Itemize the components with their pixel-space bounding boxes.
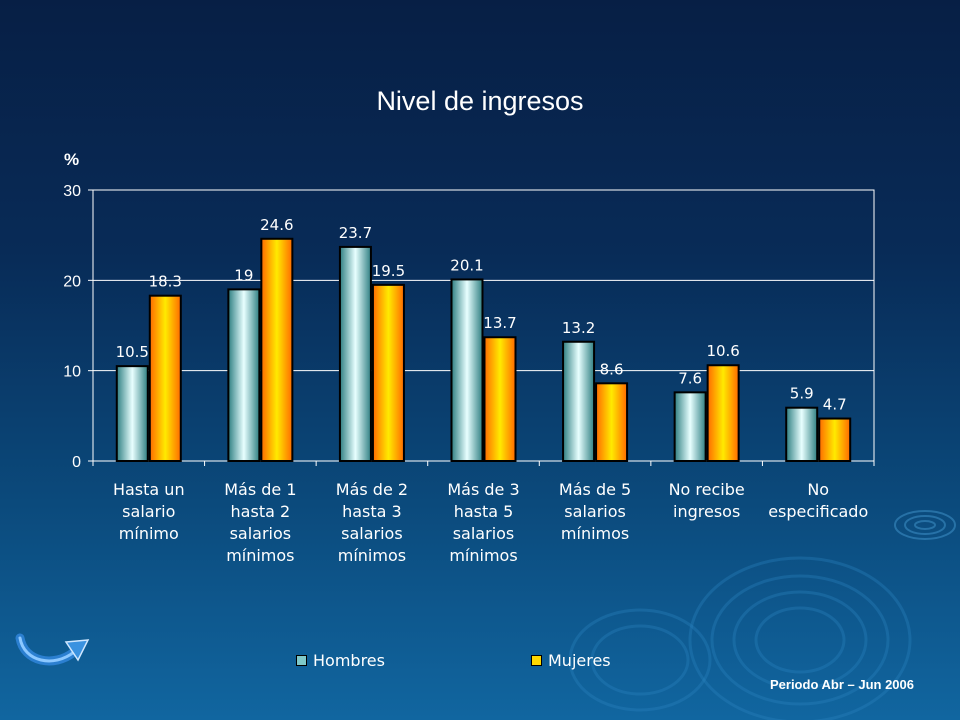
period-footer: Periodo Abr – Jun 2006 <box>769 677 914 692</box>
data-label-hombres-3: 20.1 <box>450 256 483 274</box>
x-tick-label: salario <box>122 502 175 521</box>
curved-arrow-icon[interactable] <box>14 632 94 672</box>
data-label-hombres-4: 13.2 <box>562 319 595 337</box>
x-tick-label: mínimos <box>449 546 517 565</box>
x-tick-label: hasta 5 <box>454 502 514 521</box>
legend-item-hombres: Hombres <box>296 651 385 670</box>
y-tick-label: 0 <box>72 454 81 471</box>
data-label-mujeres-6: 4.7 <box>823 396 847 414</box>
x-tick-label: hasta 2 <box>231 502 291 521</box>
x-tick-label: especificado <box>768 502 868 521</box>
x-tick-label: mínimos <box>338 546 406 565</box>
x-tick-label: mínimos <box>226 546 294 565</box>
x-tick-label: salarios <box>564 502 626 521</box>
bar-hombres-5 <box>673 391 707 463</box>
bar-mujeres-0 <box>148 294 182 462</box>
x-tick-label: hasta 3 <box>342 502 402 521</box>
data-label-mujeres-5: 10.6 <box>706 342 739 360</box>
bar-mujeres-1 <box>260 237 294 462</box>
bar-mujeres-5 <box>706 364 740 463</box>
x-tick-label: Más de 5 <box>559 480 631 499</box>
x-tick-label: Hasta un <box>113 480 185 499</box>
data-label-mujeres-4: 8.6 <box>600 360 624 378</box>
bar-mujeres-6 <box>818 417 852 462</box>
bar-hombres-0 <box>115 365 149 462</box>
x-tick-label: No <box>807 480 829 499</box>
x-tick-label: salarios <box>341 524 403 543</box>
x-tick-label: salarios <box>230 524 292 543</box>
x-tick-label: No recibe <box>669 480 745 499</box>
data-label-mujeres-3: 13.7 <box>483 314 516 332</box>
x-tick-label: Más de 1 <box>224 480 296 499</box>
x-tick-label: mínimos <box>561 524 629 543</box>
y-tick-label: 10 <box>63 364 81 381</box>
data-label-hombres-5: 7.6 <box>678 369 702 387</box>
bar-hombres-3 <box>450 278 484 462</box>
x-tick-label: ingresos <box>673 502 740 521</box>
legend-label-mujeres: Mujeres <box>548 651 611 670</box>
x-tick-label: salarios <box>453 524 515 543</box>
legend-item-mujeres: Mujeres <box>531 651 611 670</box>
y-tick-label: 20 <box>63 273 81 290</box>
x-tick-label: Más de 3 <box>447 480 519 499</box>
legend-swatch-mujeres <box>531 655 542 666</box>
y-tick-label: 30 <box>63 183 81 200</box>
bar-hombres-6 <box>785 406 819 463</box>
x-tick-label: mínimo <box>119 524 179 543</box>
data-label-hombres-2: 23.7 <box>339 224 372 242</box>
data-label-mujeres-2: 19.5 <box>372 262 405 280</box>
data-label-hombres-0: 10.5 <box>116 343 149 361</box>
bar-hombres-4 <box>562 340 596 463</box>
data-label-mujeres-0: 18.3 <box>149 273 182 291</box>
bar-mujeres-3 <box>483 336 517 463</box>
legend-label-hombres: Hombres <box>313 651 385 670</box>
data-label-hombres-6: 5.9 <box>790 385 814 403</box>
bar-mujeres-4 <box>595 382 629 462</box>
data-label-mujeres-1: 24.6 <box>260 216 293 234</box>
y-axis-unit-label: % <box>64 150 80 169</box>
bar-hombres-2 <box>338 245 372 462</box>
bar-mujeres-2 <box>371 283 405 462</box>
chart-title: Nivel de ingresos <box>376 86 584 116</box>
bar-hombres-1 <box>227 288 261 462</box>
data-label-hombres-1: 19 <box>234 266 253 284</box>
x-tick-label: Más de 2 <box>336 480 408 499</box>
legend-swatch-hombres <box>296 655 307 666</box>
